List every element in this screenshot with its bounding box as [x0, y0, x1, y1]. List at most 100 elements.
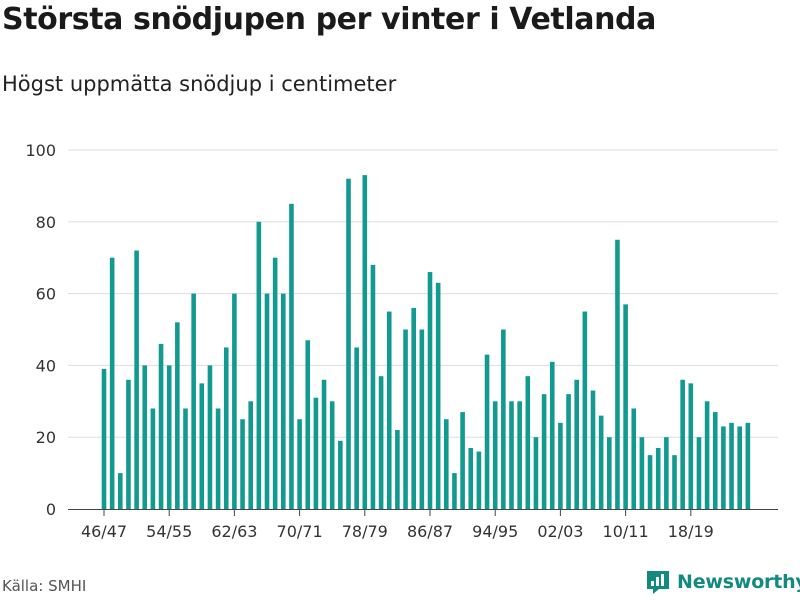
bar	[264, 293, 270, 509]
bar	[598, 415, 604, 509]
brand-name: Newsworthy	[677, 571, 800, 593]
y-tick-label: 20	[36, 428, 56, 447]
x-tick-label: 10/11	[603, 522, 649, 541]
bar	[492, 401, 498, 509]
chart-subtitle: Högst uppmätta snödjup i centimeter	[2, 72, 397, 96]
bar	[688, 383, 694, 509]
bar	[329, 401, 335, 509]
bar	[175, 322, 180, 509]
y-tick-label: 0	[46, 500, 56, 519]
bar	[582, 311, 588, 509]
bar	[313, 397, 319, 509]
bar	[484, 354, 490, 509]
x-tick-label: 02/03	[537, 522, 583, 541]
bar	[541, 394, 547, 509]
bar	[655, 447, 661, 509]
bar	[101, 368, 107, 509]
bar	[370, 264, 376, 509]
bar	[590, 390, 596, 509]
bar	[574, 379, 579, 509]
bar	[549, 361, 555, 509]
x-tick-label: 86/87	[407, 522, 453, 541]
bar	[566, 394, 571, 509]
bar	[118, 473, 123, 509]
bar	[623, 304, 628, 509]
bar	[321, 379, 327, 509]
bar	[305, 340, 311, 509]
bar	[134, 250, 139, 509]
bar	[435, 282, 441, 509]
y-tick-label: 60	[36, 285, 56, 304]
x-tick-label: 94/95	[472, 522, 518, 541]
bar	[476, 451, 482, 509]
bar	[631, 408, 637, 509]
bar	[142, 365, 148, 509]
bar	[411, 307, 416, 509]
bar	[191, 293, 196, 509]
bar	[672, 455, 677, 509]
bar	[395, 430, 400, 509]
bar	[281, 293, 286, 509]
bar	[248, 401, 253, 509]
bar	[501, 329, 506, 509]
bar	[704, 401, 710, 509]
bar	[183, 408, 188, 509]
bar	[297, 419, 302, 509]
bar	[427, 272, 433, 509]
bar	[737, 426, 742, 509]
chart-title: Största snödjupen per vinter i Vetlanda	[2, 2, 656, 37]
bar	[525, 376, 531, 509]
bar	[712, 412, 718, 509]
y-tick-label: 100	[25, 141, 56, 160]
bar	[207, 365, 213, 509]
bar	[346, 178, 351, 509]
bar	[240, 419, 245, 509]
bar	[533, 437, 539, 509]
bar	[607, 437, 612, 509]
bar	[150, 408, 156, 509]
bar	[696, 437, 702, 509]
bar	[509, 401, 514, 509]
bar	[721, 426, 726, 509]
bar	[460, 412, 465, 509]
x-tick-label: 46/47	[81, 522, 127, 541]
bar	[452, 473, 457, 509]
x-tick-label: 18/19	[668, 522, 714, 541]
x-tick-label: 70/71	[277, 522, 323, 541]
bar	[745, 422, 751, 509]
bar	[109, 257, 115, 509]
bar	[647, 455, 653, 509]
bar	[232, 293, 237, 509]
bar	[354, 347, 359, 509]
bar	[215, 408, 221, 509]
bar	[664, 437, 669, 509]
brand-logo: Newsworthy	[645, 569, 800, 595]
bar	[256, 221, 262, 510]
bar	[468, 447, 474, 509]
bar	[639, 437, 645, 509]
bar	[444, 419, 449, 509]
bar	[419, 329, 425, 509]
bar	[223, 347, 229, 509]
bar	[199, 383, 205, 509]
y-tick-label: 80	[36, 213, 56, 232]
bar	[729, 422, 734, 509]
bar	[158, 343, 164, 509]
bar	[378, 376, 384, 509]
source-note: Källa: SMHI	[2, 577, 87, 595]
bar	[126, 379, 131, 509]
bar	[558, 422, 563, 509]
bar	[517, 401, 522, 509]
bar	[338, 440, 343, 509]
bar	[386, 311, 392, 509]
bar	[289, 203, 294, 509]
bar	[272, 257, 278, 509]
bar	[166, 365, 172, 509]
bar	[362, 175, 368, 509]
y-tick-label: 40	[36, 356, 56, 375]
newsworthy-logo-icon	[647, 571, 669, 594]
x-tick-label: 78/79	[342, 522, 388, 541]
bar	[403, 329, 408, 509]
x-tick-label: 62/63	[211, 522, 257, 541]
